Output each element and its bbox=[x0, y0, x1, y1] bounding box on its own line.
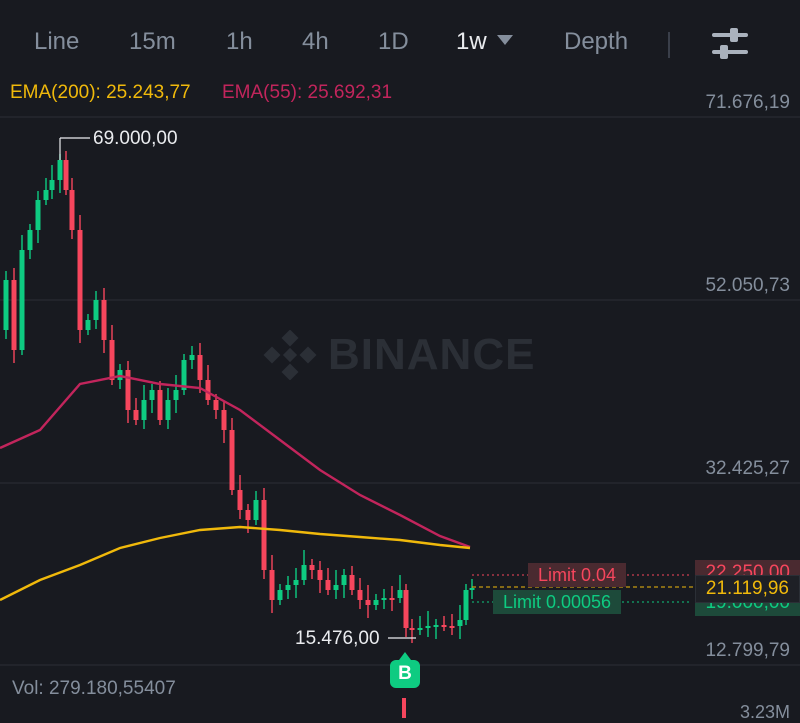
candle-body bbox=[365, 600, 371, 605]
candle-body bbox=[463, 590, 469, 620]
tab-1h[interactable]: 1h bbox=[226, 28, 253, 55]
tab-1d[interactable]: 1D bbox=[378, 28, 409, 55]
candle-body bbox=[189, 355, 195, 360]
candle-body bbox=[101, 300, 107, 340]
buy-limit-order-tag[interactable]: Limit 0.00056 bbox=[493, 590, 622, 614]
candle-body bbox=[141, 400, 147, 420]
candle-body bbox=[409, 628, 415, 630]
candle-body bbox=[229, 430, 235, 490]
candle-body bbox=[389, 598, 395, 600]
candle-body bbox=[133, 410, 139, 420]
interval-tabs: Line 15m 1h 4h 1D 1w Depth bbox=[0, 0, 800, 88]
y-axis-label: 32.425,27 bbox=[705, 458, 790, 479]
candle-body bbox=[221, 410, 227, 430]
ema200-label: EMA(200): 25.243,77 bbox=[10, 82, 191, 103]
tab-depth[interactable]: Depth bbox=[564, 28, 629, 55]
ema200-line bbox=[0, 525, 471, 602]
candle-body bbox=[433, 625, 439, 627]
candle-body bbox=[417, 628, 423, 630]
candle-body bbox=[449, 626, 455, 628]
candle-body bbox=[253, 500, 259, 520]
candle-body bbox=[469, 588, 475, 590]
candle-body bbox=[57, 160, 63, 180]
candle-body bbox=[125, 370, 131, 410]
candle-body bbox=[333, 585, 339, 590]
candle-body bbox=[197, 355, 203, 380]
high-price-label: 69.000,00 bbox=[93, 128, 178, 149]
candle-body bbox=[285, 585, 291, 590]
candle-body bbox=[157, 390, 163, 420]
binance-logo-icon bbox=[263, 329, 317, 381]
candle-body bbox=[293, 580, 299, 585]
low-price-label: 15.476,00 bbox=[295, 628, 380, 649]
y-axis-label: 52.050,73 bbox=[705, 275, 790, 296]
sell-limit-order-tag[interactable]: Limit 0.04 bbox=[528, 563, 627, 587]
candle-body bbox=[277, 590, 283, 600]
tab-1w-label: 1w bbox=[456, 28, 487, 55]
ema55-line bbox=[0, 374, 471, 549]
candle-body bbox=[213, 400, 219, 410]
tab-1w[interactable]: 1w bbox=[456, 28, 513, 56]
candle-body bbox=[11, 280, 17, 350]
watermark-text: BINANCE bbox=[328, 330, 536, 379]
candle-body bbox=[35, 200, 41, 230]
candle-body bbox=[381, 598, 387, 600]
candle-body bbox=[309, 565, 315, 570]
candle-body bbox=[27, 230, 33, 250]
candle-body bbox=[301, 565, 307, 580]
volume-label: Vol: 279.180,55407 bbox=[12, 678, 176, 699]
candle-body bbox=[173, 390, 179, 400]
candle-body bbox=[93, 300, 99, 320]
tab-15m[interactable]: 15m bbox=[129, 28, 176, 55]
candle-body bbox=[237, 490, 243, 510]
candle-body bbox=[181, 360, 187, 390]
candle-body bbox=[397, 590, 403, 598]
candle-body bbox=[373, 600, 379, 605]
volume-scale-label: 3.23M bbox=[739, 702, 790, 722]
candle-body bbox=[325, 580, 331, 590]
chevron-down-icon bbox=[496, 35, 513, 45]
candle-body bbox=[341, 575, 347, 585]
candle-body bbox=[425, 626, 431, 628]
candle-body bbox=[109, 340, 115, 380]
candle-body bbox=[85, 320, 91, 330]
tab-4h[interactable]: 4h bbox=[302, 28, 329, 55]
candle-body bbox=[441, 625, 447, 627]
candle-body bbox=[269, 570, 275, 600]
candle-body bbox=[403, 590, 409, 628]
tab-line[interactable]: Line bbox=[34, 28, 80, 55]
candle-body bbox=[357, 590, 363, 600]
sliders-icon[interactable] bbox=[708, 26, 752, 62]
candle-body bbox=[63, 160, 69, 190]
y-axis-label: 71.676,19 bbox=[705, 92, 790, 113]
candle-body bbox=[205, 380, 211, 400]
candle-body bbox=[317, 570, 323, 580]
candle-body bbox=[349, 575, 355, 590]
y-axis-label: 12.799,79 bbox=[705, 640, 790, 661]
candle-body bbox=[69, 190, 75, 230]
buy-trade-marker[interactable]: B bbox=[390, 652, 420, 688]
ema55-label: EMA(55): 25.692,31 bbox=[222, 82, 393, 103]
tab-divider bbox=[668, 32, 670, 58]
candle-body bbox=[457, 620, 463, 626]
candle-body bbox=[19, 250, 25, 350]
candle-body bbox=[43, 190, 49, 200]
candle-body bbox=[245, 510, 251, 520]
volume-bar bbox=[402, 698, 406, 718]
candle-body bbox=[3, 280, 9, 330]
candle-body bbox=[165, 400, 171, 420]
current-price-label: 21.119,96 bbox=[694, 575, 800, 603]
candle-body bbox=[261, 500, 267, 570]
candle-body bbox=[49, 180, 55, 190]
binance-watermark: BINANCE bbox=[262, 329, 542, 381]
candle-body bbox=[77, 230, 83, 330]
candle-body bbox=[149, 390, 155, 400]
